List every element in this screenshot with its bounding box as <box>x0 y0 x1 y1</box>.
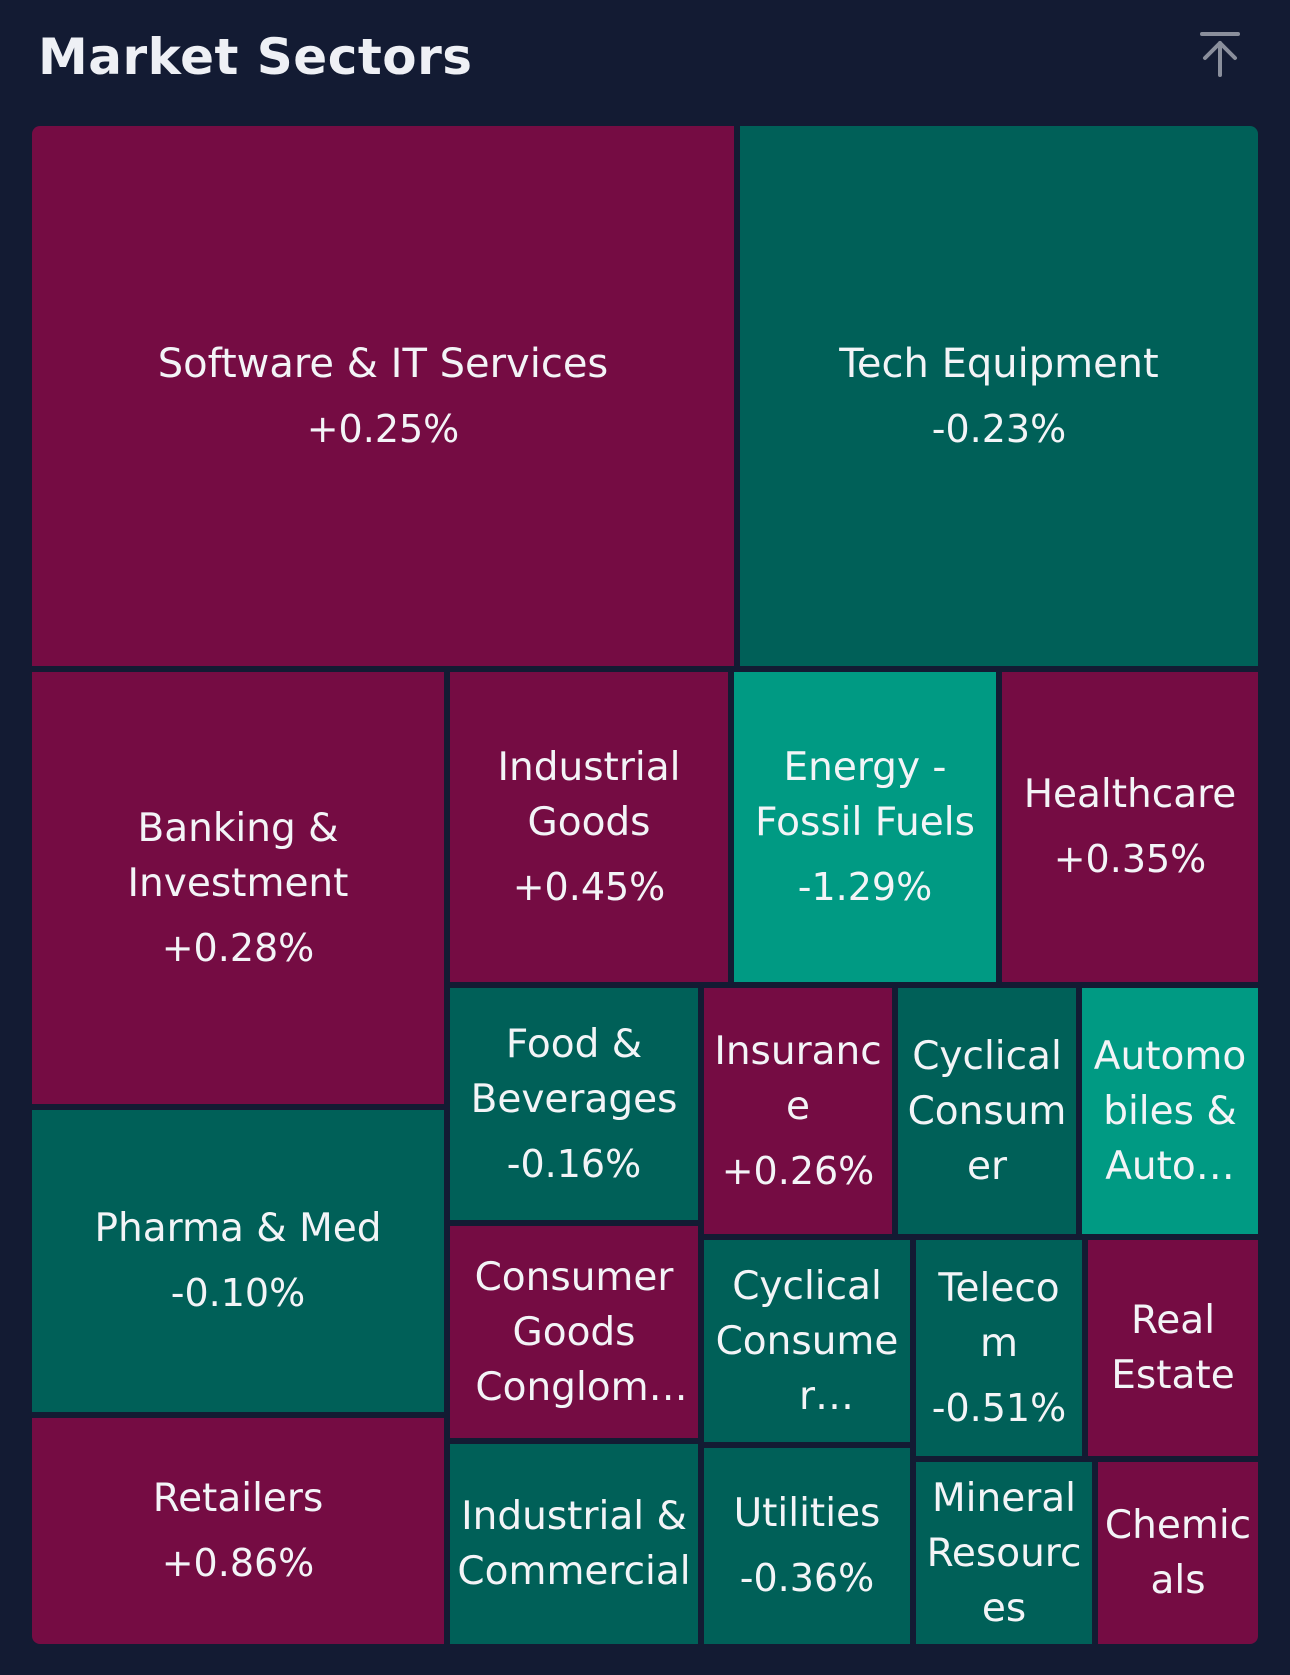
sector-name: Automobiles & Auto… <box>1093 1033 1247 1189</box>
sector-tile-healthcare[interactable]: Healthcare +0.35% <box>1002 672 1258 982</box>
sector-tile-real-estate[interactable]: Real Estate <box>1088 1240 1258 1456</box>
sector-tile-utilities[interactable]: Utilities -0.36% <box>704 1448 910 1644</box>
sector-tile-mineral-resources[interactable]: Mineral Resources <box>916 1462 1092 1644</box>
arrow-up-to-top-icon <box>1200 32 1240 77</box>
sector-tile-food-beverages[interactable]: Food & Beverages -0.16% <box>450 988 698 1220</box>
sector-name: Consumer Goods Conglome… <box>474 1254 674 1410</box>
sector-treemap: Software & IT Services +0.25% Tech Equip… <box>32 126 1258 1644</box>
sector-name: Real Estate <box>1111 1298 1235 1398</box>
sector-name: Pharma & Med <box>94 1206 382 1251</box>
scroll-to-top-button[interactable] <box>1192 26 1248 82</box>
sector-tile-chemicals[interactable]: Chemicals <box>1098 1462 1258 1644</box>
sector-name: Software & IT Services <box>157 340 609 387</box>
sector-change: +0.28% <box>161 925 315 970</box>
sector-tile-cyclical-consumer-products[interactable]: Cyclical Consumer Products <box>704 1240 910 1442</box>
sector-change: +0.26% <box>721 1148 875 1193</box>
sector-name: Healthcare <box>1023 772 1237 817</box>
sector-name: Retailers <box>152 1476 324 1521</box>
sector-change: -0.36% <box>739 1556 875 1600</box>
sector-tile-telecom[interactable]: Telecom -0.51% <box>916 1240 1082 1456</box>
page-title: Market Sectors <box>38 28 473 86</box>
sector-tile-cyclical-consumer[interactable]: Cyclical Consumer <box>898 988 1076 1234</box>
sector-change: -0.51% <box>931 1385 1067 1430</box>
sector-tile-insurance[interactable]: Insurance +0.26% <box>704 988 892 1234</box>
sector-name: Food & Beverages <box>470 1021 678 1122</box>
sector-name: Utilities <box>733 1491 881 1536</box>
sector-name: Chemicals <box>1104 1503 1252 1603</box>
sector-change: -0.23% <box>931 406 1067 451</box>
sector-name: Industrial & Commercial <box>457 1494 691 1594</box>
sector-change: -0.10% <box>170 1271 306 1315</box>
sector-tile-consumer-goods-conglomerates[interactable]: Consumer Goods Conglome… <box>450 1226 698 1438</box>
sector-name: Cyclical Consumer Products <box>715 1263 899 1419</box>
sector-tile-software-it-services[interactable]: Software & IT Services +0.25% <box>32 126 734 666</box>
sector-name: Industrial Goods <box>497 744 681 845</box>
sector-tile-energy-fossil-fuels[interactable]: Energy - Fossil Fuels -1.29% <box>734 672 996 982</box>
sector-change: -1.29% <box>797 864 933 909</box>
sector-tile-tech-equipment[interactable]: Tech Equipment -0.23% <box>740 126 1258 666</box>
sector-change: +0.45% <box>512 864 666 909</box>
sector-name: Tech Equipment <box>839 340 1159 387</box>
sector-tile-industrial-commercial[interactable]: Industrial & Commercial <box>450 1444 698 1644</box>
sector-tile-banking-investment[interactable]: Banking & Investment +0.28% <box>32 672 444 1104</box>
sector-tile-industrial-goods[interactable]: Industrial Goods +0.45% <box>450 672 728 982</box>
sector-name: Telecom <box>938 1265 1060 1366</box>
sector-change: -0.16% <box>506 1141 642 1186</box>
sector-name: Mineral Resources <box>926 1475 1082 1631</box>
sector-change: +0.25% <box>306 406 460 451</box>
sector-name: Insurance <box>714 1028 882 1129</box>
sector-name: Cyclical Consumer <box>907 1033 1067 1189</box>
sector-name: Banking & Investment <box>127 805 349 906</box>
sector-change: +0.35% <box>1053 837 1207 881</box>
header: Market Sectors <box>0 0 1290 120</box>
sector-tile-pharma-med[interactable]: Pharma & Med -0.10% <box>32 1110 444 1412</box>
sector-tile-retailers[interactable]: Retailers +0.86% <box>32 1418 444 1644</box>
sector-name: Energy - Fossil Fuels <box>755 744 975 845</box>
sector-tile-automobiles-auto[interactable]: Automobiles & Auto… <box>1082 988 1258 1234</box>
sector-change: +0.86% <box>161 1541 315 1585</box>
